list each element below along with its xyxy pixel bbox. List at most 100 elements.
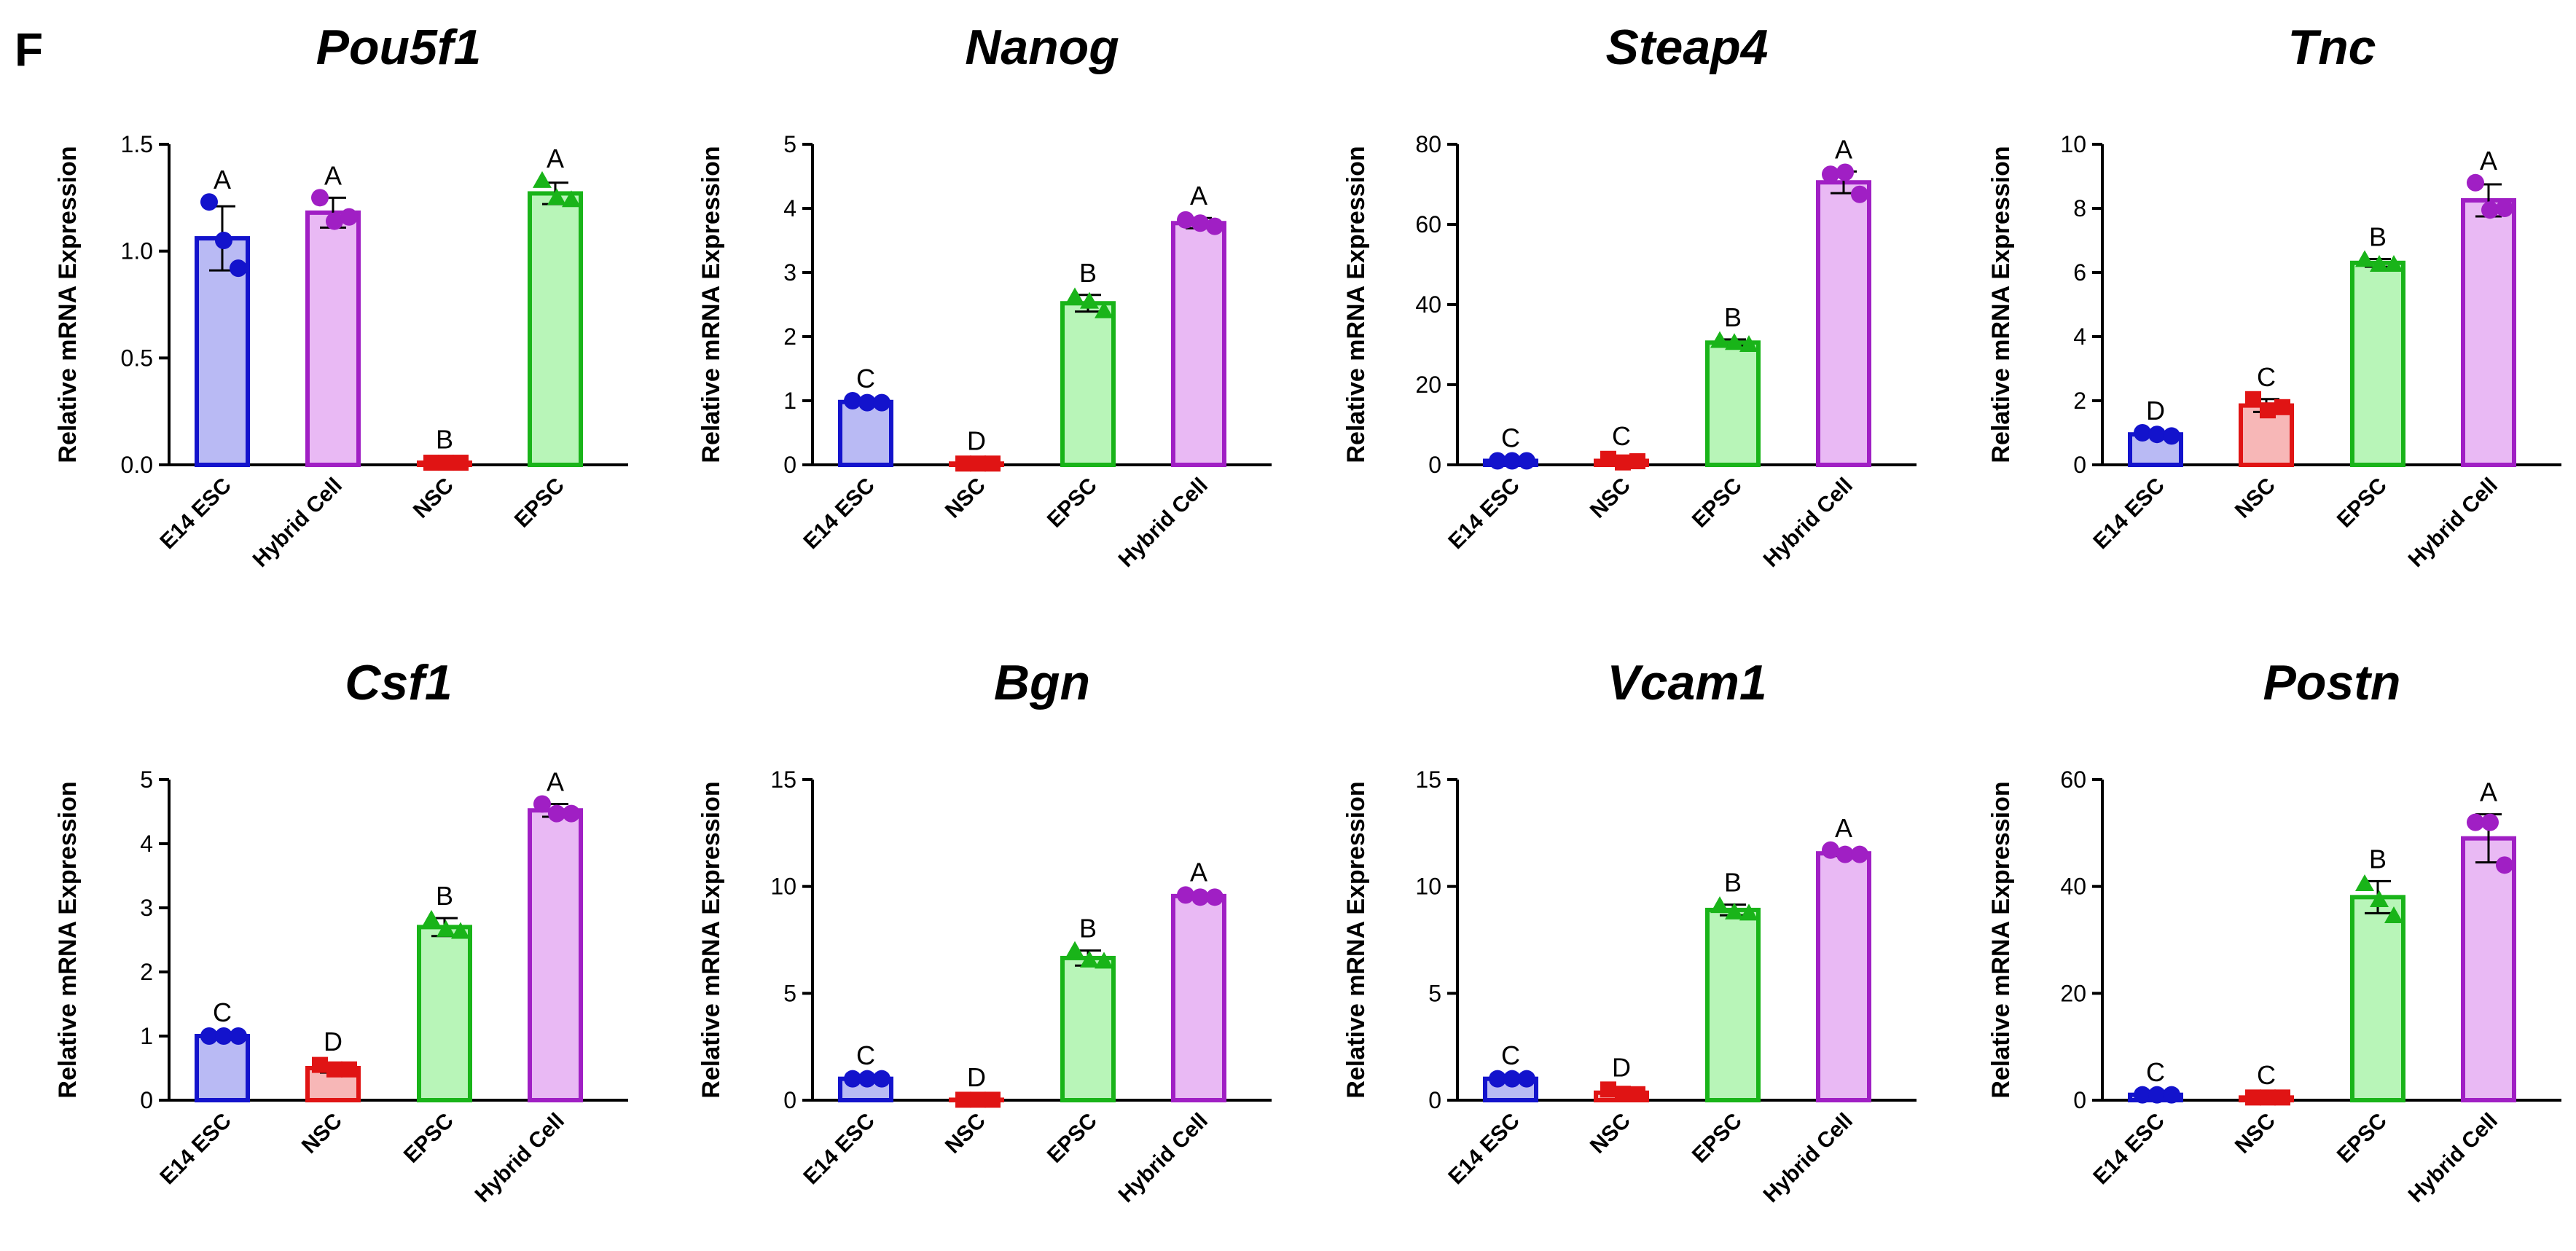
point-e14-esc [1489,1070,1506,1088]
y-axis-label: Relative mRNA Expression [1342,146,1370,463]
point-hybrid-cell [2481,201,2499,219]
chart-vcam1: Vcam1 Relative mRNA Expression 0 5 10 15 C E14 … [1342,655,1917,1207]
significance-letter-e14-esc: A [214,165,231,195]
point-epsc [1080,950,1099,968]
point-epsc [436,919,455,937]
point-hybrid-cell [326,212,343,230]
point-hybrid-cell [1177,886,1194,904]
y-tick-label: 0.0 [121,452,153,478]
significance-letter-epsc: B [1079,258,1097,288]
point-epsc [1095,952,1113,969]
x-tick-label-e14-esc: E14 ESC [1444,474,1524,554]
point-e14-esc [1503,452,1521,470]
bar-epsc [2350,260,2405,467]
bar-epsc [1060,301,1116,467]
x-tick-label-epsc: EPSC [1043,1109,1102,1168]
point-e14-esc [200,1027,218,1045]
point-epsc [1095,301,1113,318]
chart-pou5f1: Pou5f1 Relative mRNA Expression 0.0 0.5 1.0 1… [54,20,628,572]
point-e14-esc [200,193,218,211]
x-tick-label-nsc: NSC [1586,1109,1635,1158]
significance-letter-hybrid-cell: A [324,160,342,190]
y-tick-label: 5 [1428,980,1441,1006]
point-nsc [2260,1089,2276,1106]
bar-hybrid-cell [1171,221,1226,467]
bar-epsc [2350,895,2405,1103]
bar-epsc [417,925,472,1103]
y-tick-label: 5 [140,766,153,793]
chart-title: Tnc [2288,20,2376,75]
y-axis-label: Relative mRNA Expression [697,781,725,1098]
significance-letter-epsc: B [2369,844,2387,874]
point-nsc [1600,450,1616,467]
x-tick-label-hybrid-cell: Hybrid Cell [2404,1109,2502,1207]
point-epsc [2355,874,2374,891]
significance-letter-e14-esc: C [856,1040,875,1070]
chart-nanog: Nanog Relative mRNA Expression 0 1 2 3 4 5 C E14 … [697,20,1272,572]
x-tick-label-e14-esc: E14 ESC [155,1109,236,1190]
point-nsc [341,1061,357,1078]
point-nsc [984,1091,1001,1108]
point-hybrid-cell [1851,845,1868,863]
point-epsc [547,188,566,205]
x-tick-label-epsc: EPSC [1688,474,1747,533]
point-epsc [2355,250,2374,267]
y-tick-label: 2 [783,323,796,350]
chart-steap4: Steap4 Relative mRNA Expression 0 20 40 60 80 C… [1342,20,1917,572]
point-epsc [451,922,470,939]
point-e14-esc [2163,427,2180,445]
point-e14-esc [844,392,861,409]
y-axis-label: Relative mRNA Expression [1342,781,1370,1098]
x-tick-label-hybrid-cell: Hybrid Cell [471,1109,569,1207]
point-nsc [970,455,986,472]
point-nsc [2245,1089,2261,1106]
bar-hybrid-cell [305,210,361,467]
y-tick-label: 10 [1415,874,1441,900]
chart-title: Steap4 [1606,20,1769,75]
point-e14-esc [873,1070,890,1088]
chart-title: Nanog [965,20,1119,75]
significance-letter-hybrid-cell: A [1190,858,1207,887]
significance-letter-nsc: D [967,426,986,455]
point-e14-esc [1518,452,1535,470]
point-hybrid-cell [1177,211,1194,229]
chart-tnc: Tnc Relative mRNA Expression 0 2 4 6 8 10 D E14 E… [1987,20,2561,572]
chart-postn: Postn Relative mRNA Expression 0 20 40 60 C E14… [1987,655,2561,1207]
point-nsc [312,1056,328,1073]
x-tick-label-nsc: NSC [2231,474,2280,523]
x-tick-label-e14-esc: E14 ESC [155,474,236,554]
y-tick-label: 4 [783,195,796,221]
y-tick-label: 10 [770,874,796,900]
x-tick-label-epsc: EPSC [399,1109,458,1168]
point-hybrid-cell [2481,813,2499,831]
significance-letter-epsc: B [1724,868,1742,898]
panel-label: F [15,23,43,76]
significance-letter-e14-esc: C [1501,423,1520,452]
y-tick-label: 5 [783,980,796,1006]
significance-letter-epsc: B [2369,222,2387,252]
point-epsc [1725,902,1744,919]
bar-e14-esc [195,1034,250,1102]
point-nsc [970,1091,986,1108]
point-nsc [453,455,469,471]
point-e14-esc [2134,424,2151,442]
point-hybrid-cell [311,189,329,207]
x-tick-label-epsc: EPSC [2333,474,2392,533]
bar-e14-esc [838,399,893,468]
point-e14-esc [873,393,890,412]
point-nsc [423,455,439,471]
chart-title: Bgn [994,655,1090,710]
point-epsc [422,909,441,927]
significance-letter-hybrid-cell: A [2480,777,2497,807]
significance-letter-e14-esc: C [213,997,232,1027]
x-tick-label-nsc: NSC [2231,1109,2280,1158]
significance-letter-hybrid-cell: A [1835,134,1852,164]
point-nsc [1615,1086,1631,1102]
y-tick-label: 6 [2073,259,2086,286]
x-tick-label-e14-esc: E14 ESC [799,474,880,554]
point-e14-esc [2163,1086,2180,1104]
point-e14-esc [1489,452,1506,470]
point-e14-esc [1518,1070,1535,1088]
point-e14-esc [215,232,232,249]
point-epsc [562,190,581,208]
